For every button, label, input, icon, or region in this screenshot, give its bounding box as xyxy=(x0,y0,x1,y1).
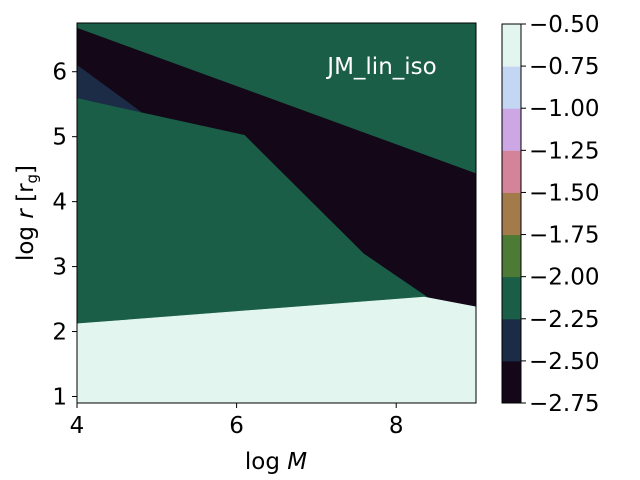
colorbar-tick-label: −0.50 xyxy=(529,12,599,38)
colorbar-segment xyxy=(502,318,521,362)
x-tick-label: 4 xyxy=(70,413,85,439)
colorbar-tick-label: −1.50 xyxy=(529,180,599,206)
y-axis-title: log r [rg] xyxy=(13,165,41,261)
colorbar-segment xyxy=(502,360,521,404)
contour-regions xyxy=(76,22,477,404)
colorbar-tick-label: −0.75 xyxy=(529,54,599,80)
y-tick-label: 6 xyxy=(52,60,67,86)
colorbar-tick-label: −2.50 xyxy=(529,349,599,375)
colorbar-segment xyxy=(502,108,521,151)
colorbar-tick-label: −1.25 xyxy=(529,138,599,164)
colorbar-segment xyxy=(502,24,521,67)
plot-frame xyxy=(76,22,477,404)
chart-annotation: JM_lin_iso xyxy=(325,54,436,80)
colorbar-tick-label: −2.25 xyxy=(529,307,599,333)
x-axis-title: log M xyxy=(245,449,307,475)
colorbar-segment xyxy=(502,192,521,236)
colorbar-tick-label: −2.00 xyxy=(529,265,599,291)
x-tick-label: 8 xyxy=(389,413,404,439)
y-tick-label: 3 xyxy=(52,255,67,281)
x-axis: 4 6 8 xyxy=(70,403,404,439)
colorbar-segment xyxy=(502,150,521,193)
y-tick-label: 2 xyxy=(52,320,67,346)
colorbar-tick-label: −1.75 xyxy=(529,223,599,249)
colorbar-segment xyxy=(502,234,521,278)
y-tick-label: 5 xyxy=(52,125,67,151)
colorbar-tick-label: −2.75 xyxy=(529,391,599,417)
colorbar-frame xyxy=(501,23,522,404)
colorbar-segment xyxy=(502,66,521,109)
y-tick-label: 4 xyxy=(52,190,67,216)
y-axis: 1 2 3 4 5 6 xyxy=(52,60,77,411)
colorbar: −2.75 −2.50 −2.25 −2.00 −1.75 −1.50 −1.25 −1.00… xyxy=(501,12,599,417)
colorbar-tick-label: −1.00 xyxy=(529,96,599,122)
colorbar-segment xyxy=(502,276,521,320)
x-tick-label: 6 xyxy=(229,413,244,439)
y-tick-label: 1 xyxy=(52,385,67,411)
